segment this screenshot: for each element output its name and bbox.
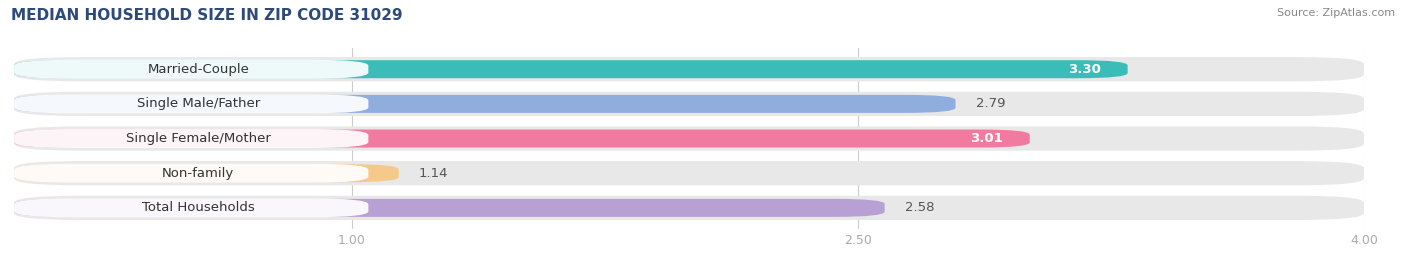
FancyBboxPatch shape (14, 196, 1364, 220)
Text: Total Households: Total Households (142, 201, 254, 214)
FancyBboxPatch shape (14, 95, 956, 113)
FancyBboxPatch shape (14, 126, 1364, 151)
FancyBboxPatch shape (14, 199, 884, 217)
Text: 1.14: 1.14 (419, 167, 449, 180)
Text: 2.79: 2.79 (976, 97, 1005, 110)
Text: 3.01: 3.01 (970, 132, 1002, 145)
FancyBboxPatch shape (14, 161, 1364, 185)
FancyBboxPatch shape (14, 199, 368, 217)
Text: 2.58: 2.58 (905, 201, 935, 214)
FancyBboxPatch shape (14, 92, 1364, 116)
FancyBboxPatch shape (14, 164, 399, 182)
FancyBboxPatch shape (14, 164, 368, 183)
FancyBboxPatch shape (14, 129, 1029, 147)
Text: Single Female/Mother: Single Female/Mother (127, 132, 271, 145)
Text: Source: ZipAtlas.com: Source: ZipAtlas.com (1277, 8, 1395, 18)
FancyBboxPatch shape (14, 94, 368, 113)
Text: MEDIAN HOUSEHOLD SIZE IN ZIP CODE 31029: MEDIAN HOUSEHOLD SIZE IN ZIP CODE 31029 (11, 8, 404, 23)
Text: Married-Couple: Married-Couple (148, 63, 249, 76)
Text: 3.30: 3.30 (1067, 63, 1101, 76)
FancyBboxPatch shape (14, 60, 1128, 78)
Text: Single Male/Father: Single Male/Father (136, 97, 260, 110)
FancyBboxPatch shape (14, 57, 1364, 81)
Text: Non-family: Non-family (162, 167, 235, 180)
FancyBboxPatch shape (14, 129, 368, 148)
FancyBboxPatch shape (14, 60, 368, 79)
